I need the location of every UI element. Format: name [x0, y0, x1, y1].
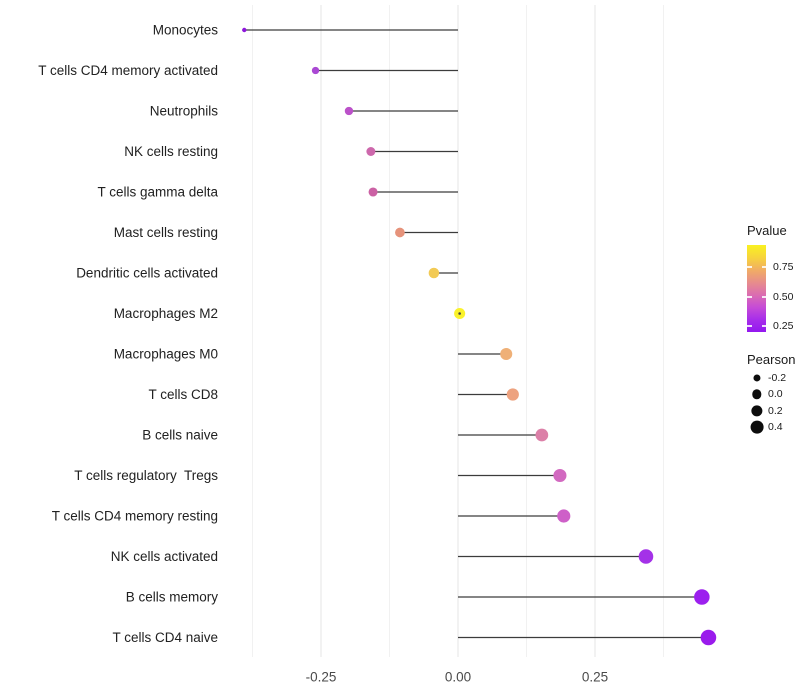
pvalue-legend-label: 0.25: [773, 319, 794, 332]
category-label: T cells regulatory Tregs: [74, 468, 218, 483]
lollipop-dot: [557, 509, 571, 523]
lollipop-dot: [344, 106, 354, 116]
pvalue-colorbar-tick: [761, 325, 766, 327]
category-label: B cells memory: [126, 590, 219, 605]
lollipop-dot: [700, 629, 717, 646]
category-label: Macrophages M2: [114, 306, 218, 321]
pvalue-colorbar-tick: [747, 265, 752, 268]
category-label: B cells naive: [142, 428, 218, 443]
lollipop-dot: [368, 187, 378, 197]
pvalue-legend-label: 0.75: [773, 260, 794, 273]
pvalue-legend-label: 0.50: [773, 290, 794, 303]
lollipop-dot: [506, 388, 519, 401]
x-tick-label: 0.25: [582, 670, 608, 685]
category-label: T cells CD4 memory resting: [52, 509, 218, 524]
pvalue-colorbar-tick: [747, 325, 752, 327]
category-label: Macrophages M0: [114, 347, 218, 362]
pearson-legend-dot: [752, 389, 762, 400]
pearson-legend-label: 0.2: [768, 404, 783, 417]
lollipop-dot: [535, 428, 549, 442]
x-tick-label: 0.00: [445, 670, 471, 685]
category-label: NK cells resting: [124, 144, 218, 159]
pearson-legend-label: 0.4: [768, 420, 783, 433]
lollipop-dot: [242, 27, 247, 33]
pvalue-colorbar: [747, 245, 766, 332]
pearson-legend-dot: [750, 420, 764, 434]
pvalue-colorbar-tick: [761, 265, 766, 268]
legend-pvalue: Pvalue 0.75 0.50 0.25: [747, 223, 793, 332]
lollipop-dot: [553, 468, 567, 483]
x-tick-label: -0.25: [306, 670, 337, 685]
lollipop-dot: [428, 267, 440, 279]
pearson-legend-dot: [751, 405, 763, 417]
lollipop-dot: [694, 589, 710, 605]
category-label: T cells CD8: [148, 387, 218, 402]
pearson-legend-label: 0.0: [768, 388, 783, 401]
lollipop-dot: [500, 347, 513, 361]
legend-pearson: Pearson -0.2 0.0 0.2 0.4: [747, 353, 800, 443]
lollipop-dot-center: [458, 312, 461, 315]
lollipop-dot: [638, 549, 654, 564]
category-label: Mast cells resting: [114, 225, 218, 240]
pvalue-colorbar-tick: [761, 295, 766, 298]
category-label: T cells CD4 naive: [112, 630, 218, 645]
pvalue-colorbar-tick: [747, 295, 752, 298]
category-label: T cells gamma delta: [97, 185, 218, 200]
lollipop-dot: [395, 227, 405, 238]
category-label: NK cells activated: [111, 549, 218, 564]
category-label: Monocytes: [153, 23, 219, 38]
legend-pearson-title: Pearson: [747, 352, 796, 367]
category-label: Neutrophils: [150, 104, 219, 119]
legend-pvalue-title: Pvalue: [747, 223, 787, 238]
pearson-legend-dot: [753, 374, 761, 382]
category-label: Dendritic cells activated: [76, 266, 218, 281]
lollipop-dot: [366, 147, 376, 156]
lollipop-dot: [311, 66, 320, 75]
category-label: T cells CD4 memory activated: [38, 63, 218, 78]
pearson-legend-label: -0.2: [768, 372, 787, 384]
